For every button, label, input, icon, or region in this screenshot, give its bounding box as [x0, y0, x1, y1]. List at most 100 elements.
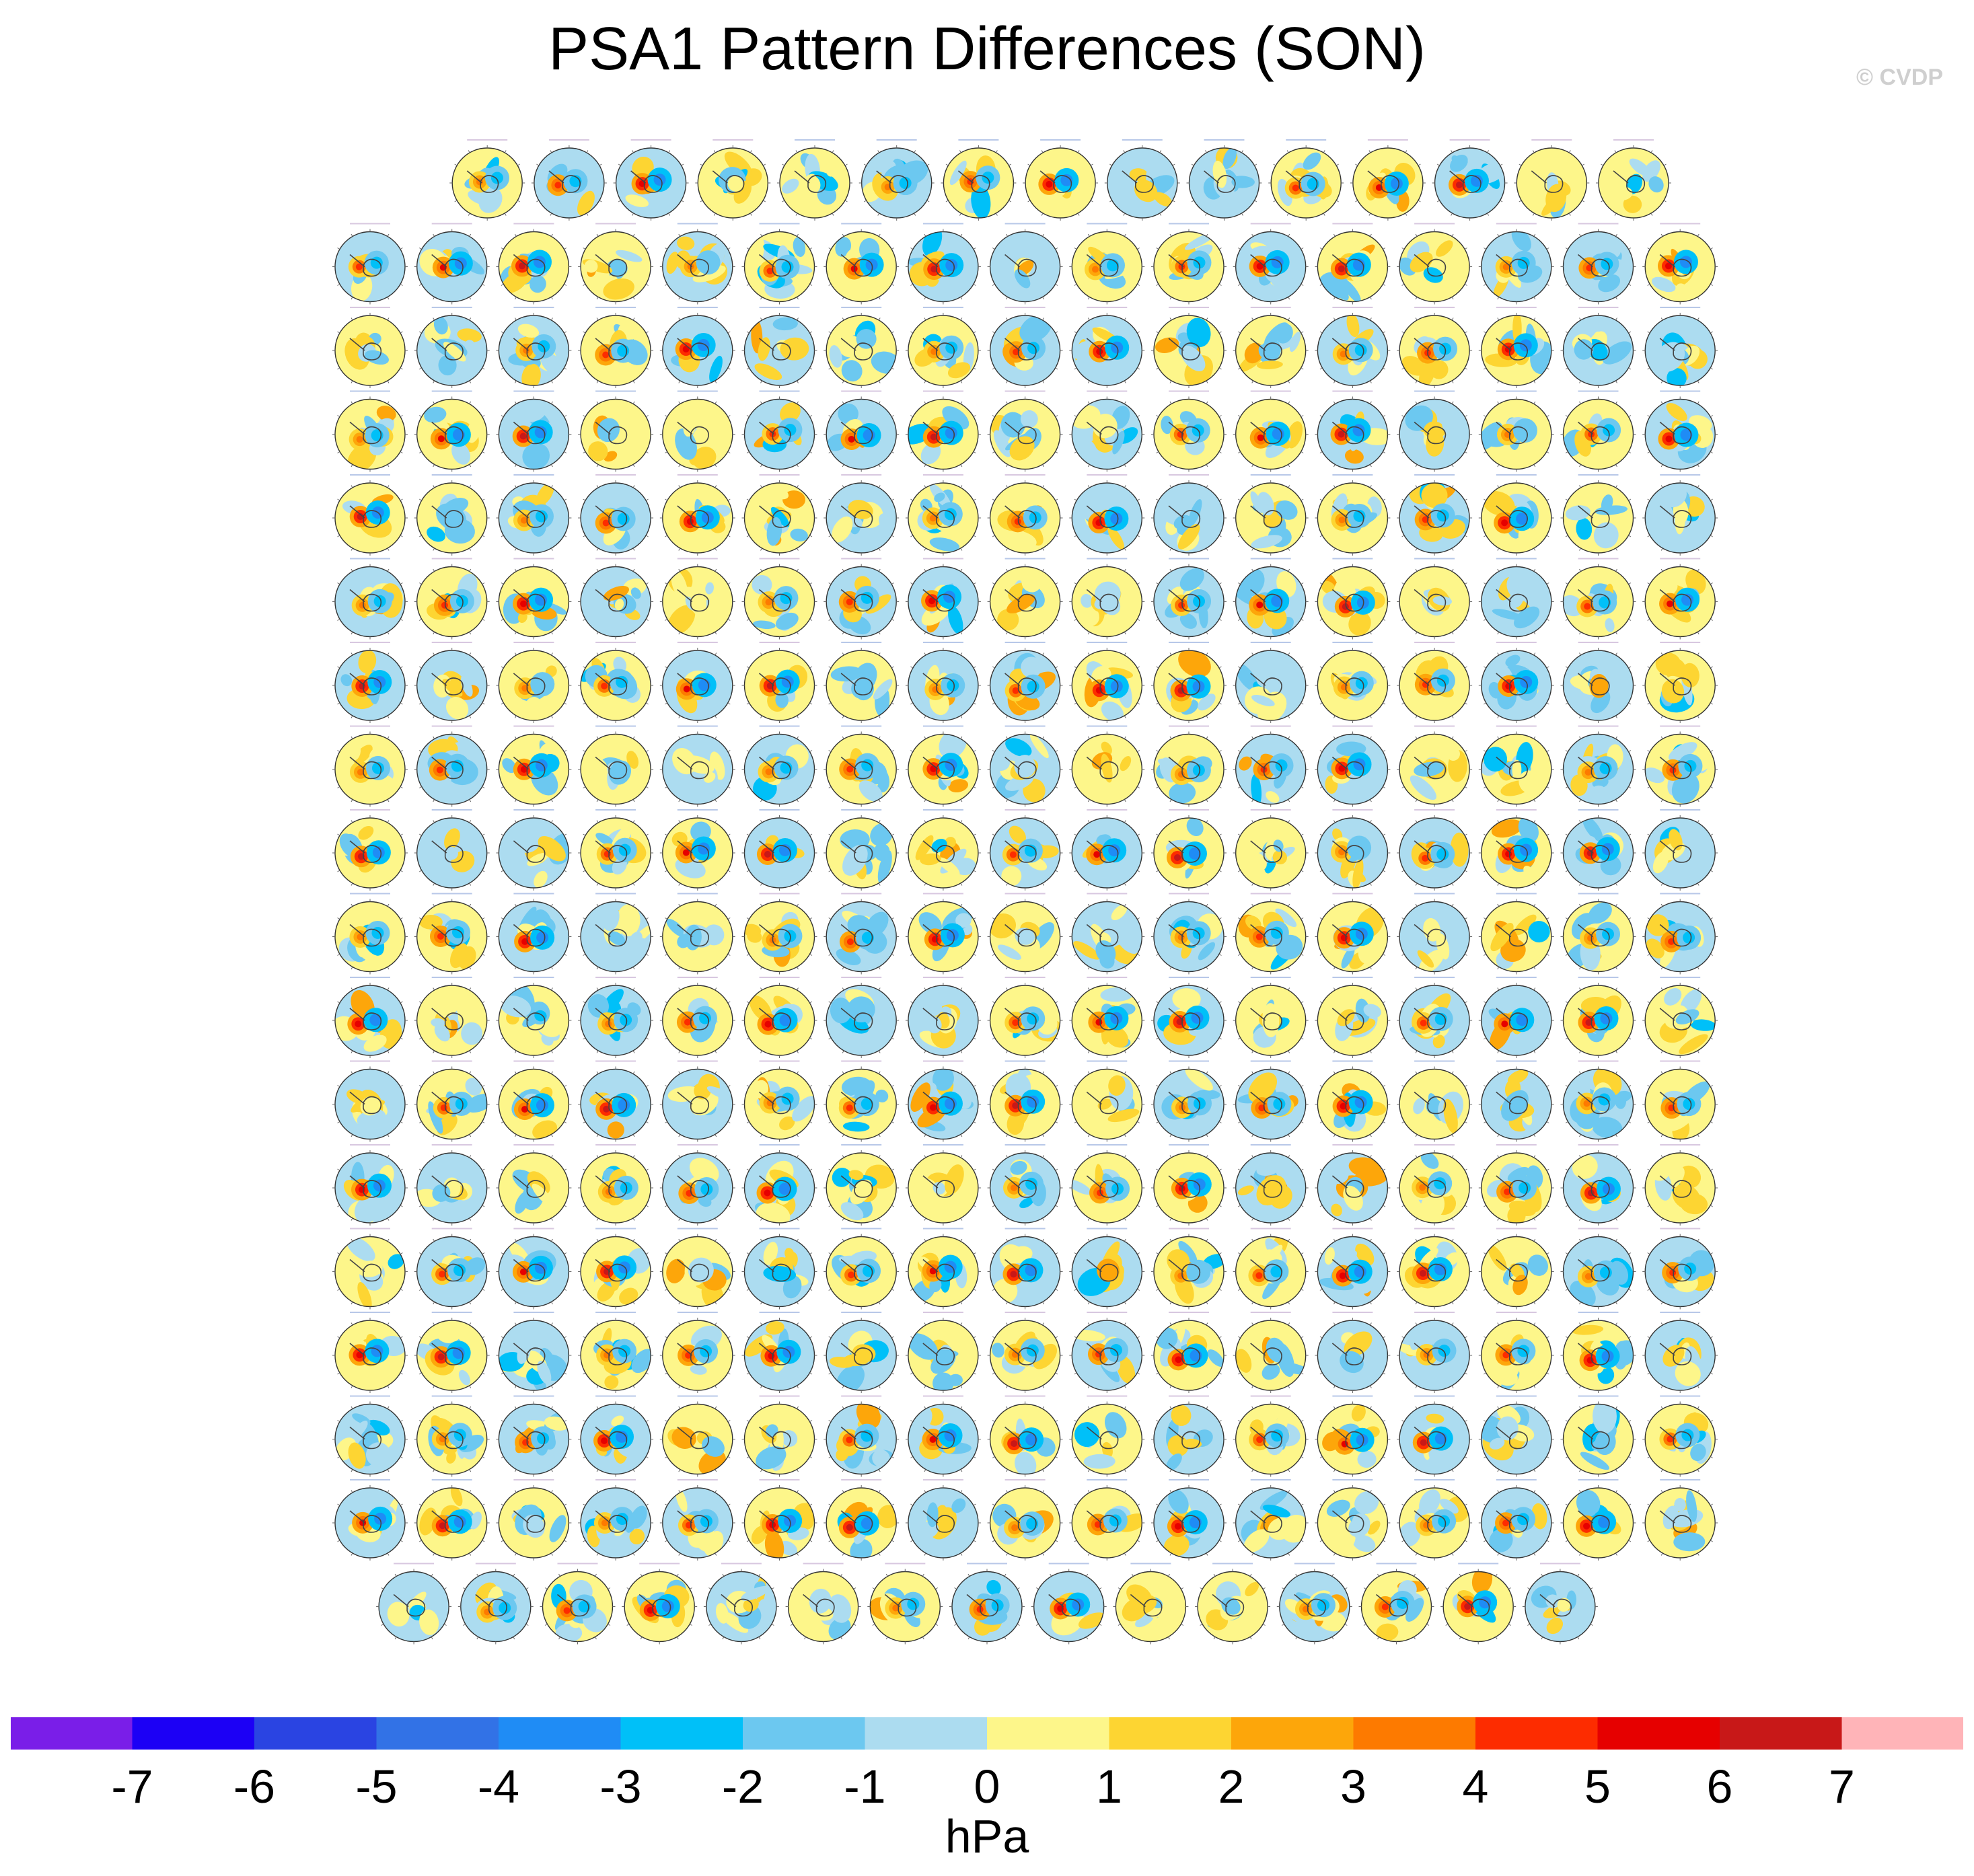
panel-tick [501, 870, 504, 872]
panel-tick [665, 583, 668, 585]
panel-tick [727, 331, 731, 334]
panel-tick [1237, 954, 1241, 956]
panel-tick [501, 1001, 504, 1004]
panel-tick [1156, 535, 1159, 537]
panel-tick [482, 1037, 485, 1040]
panel-tick [1647, 619, 1650, 621]
panel-tick [1464, 786, 1467, 788]
panel-tick [1487, 150, 1490, 153]
polar-panel [824, 977, 900, 1058]
polar-panel [1478, 725, 1554, 807]
anomaly-patch [1024, 248, 1048, 281]
coastline [1004, 254, 1037, 277]
positive-anomaly-core [437, 435, 445, 443]
panel-tick [910, 498, 914, 501]
panel-tick [1251, 401, 1254, 404]
panel-tick [1533, 967, 1536, 970]
anomaly-patch [521, 399, 548, 422]
polar-panel [449, 139, 525, 221]
panel-tick [809, 583, 813, 585]
panel-tick [1579, 297, 1581, 300]
coastline [1659, 254, 1692, 277]
panel-tick [760, 485, 762, 488]
panel-tick [924, 652, 926, 656]
panel-tick [1319, 702, 1323, 705]
panel-tick [351, 297, 353, 300]
panel-tick [632, 820, 635, 823]
page-title: PSA1 Pattern Differences (SON) [548, 15, 1426, 83]
panel-tick [632, 967, 635, 970]
panel-tick [1218, 535, 1222, 537]
panel-tick [1156, 917, 1159, 920]
negative-anomaly-core [533, 256, 546, 268]
panel-tick [678, 317, 681, 321]
panel-tick [583, 870, 586, 872]
anomaly-patch [838, 403, 858, 424]
panel-tick [878, 799, 881, 802]
positive-anomaly-core [604, 850, 611, 858]
panel-tick [400, 1037, 403, 1040]
panel-tick [746, 917, 750, 920]
panel-tick [564, 415, 567, 417]
panel-tick [1124, 820, 1126, 823]
panel-tick [960, 401, 963, 404]
panel-tick [1546, 367, 1549, 370]
panel-tick [514, 736, 517, 739]
panel-tick [665, 786, 668, 788]
positive-anomaly-core [520, 600, 527, 607]
polar-panel [1478, 390, 1554, 472]
panel-tick [1660, 632, 1663, 635]
polar-panel [1478, 558, 1554, 640]
panel-tick [1497, 632, 1500, 635]
panel-tick [1401, 331, 1405, 334]
panel-tick [924, 485, 926, 488]
panel-tick [1074, 666, 1077, 669]
panel-tick [1647, 786, 1650, 788]
panel-tick [715, 987, 717, 991]
panel-tick [1383, 284, 1386, 286]
positive-anomaly-core [355, 1020, 362, 1028]
panel-tick [715, 652, 717, 656]
panel-tick [809, 1001, 813, 1004]
panel-tick [678, 883, 681, 886]
panel-tick [1519, 163, 1522, 166]
negative-anomaly-core [1270, 926, 1283, 939]
positive-anomaly-core [686, 518, 694, 525]
anomaly-patch [464, 340, 475, 352]
panel-tick [550, 715, 553, 718]
panel-tick [514, 632, 517, 635]
negative-anomaly-core [535, 759, 548, 772]
panel-tick [632, 903, 635, 907]
panel-tick [469, 548, 472, 551]
positive-anomaly-core [1256, 262, 1264, 270]
panel-tick [1401, 702, 1405, 705]
panel-tick [337, 498, 340, 501]
panel-tick [1087, 568, 1090, 572]
panel-tick [809, 498, 813, 501]
panel-tick [1615, 233, 1617, 237]
panel-tick [973, 284, 976, 286]
anomaly-patch [1602, 320, 1624, 340]
coastline [1039, 170, 1072, 193]
panel-tick [910, 1037, 914, 1040]
polar-panel [659, 725, 735, 807]
panel-tick [1319, 619, 1323, 621]
polar-panel [1478, 809, 1554, 891]
panel-tick [1205, 213, 1207, 216]
panel-tick [842, 548, 844, 551]
panel-tick [924, 820, 926, 823]
panel-tick [596, 548, 599, 551]
panel-tick [1333, 652, 1336, 656]
panel-tick [1415, 401, 1418, 404]
panel-tick [1615, 317, 1617, 321]
polar-panel [741, 223, 817, 305]
panel-tick [1218, 498, 1222, 501]
panel-tick [1497, 548, 1500, 551]
panel-tick [564, 498, 567, 501]
panel-tick [1191, 163, 1194, 166]
panel-tick [1487, 213, 1490, 216]
negative-anomaly-core [534, 426, 547, 439]
negative-anomaly-core [1519, 424, 1531, 437]
panel-tick [482, 331, 485, 334]
panel-tick [337, 666, 340, 669]
